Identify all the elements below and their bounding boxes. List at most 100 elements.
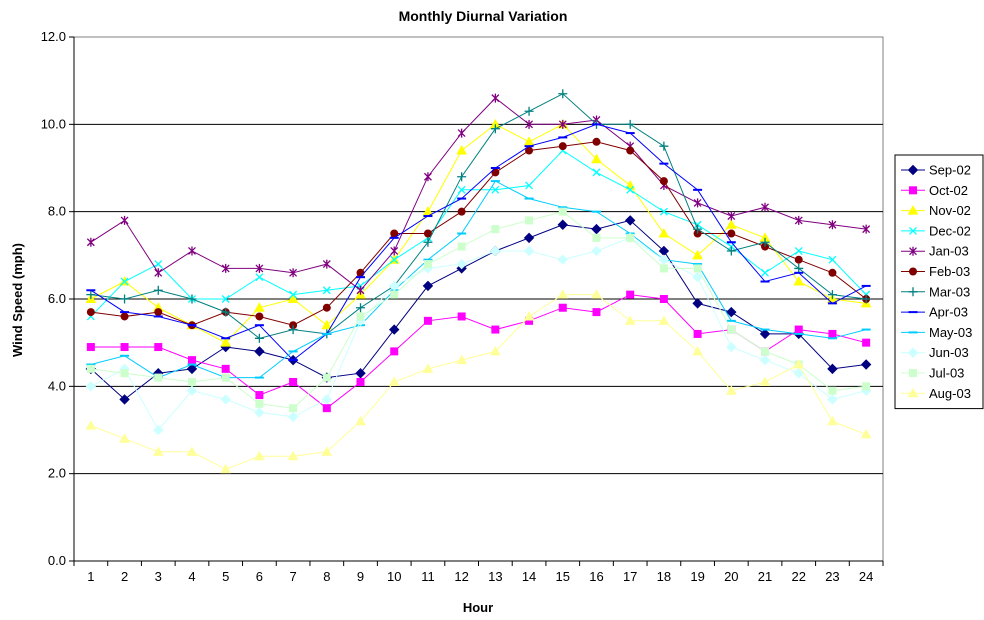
data-point-nov-02 [692,249,703,260]
legend-label: Sep-02 [929,163,971,178]
data-point-jul-03 [221,373,230,382]
data-point-jun-03 [523,245,535,257]
x-tick-label: 14 [522,569,536,584]
data-point-oct-02 [221,364,230,373]
data-point-jul-03 [154,373,163,382]
data-point-jul-03 [120,369,129,378]
data-point-jun-03 [254,407,265,418]
series-line-may-03 [90,180,867,379]
x-tick-label: 8 [323,569,330,584]
data-point-jan-03 [255,263,264,273]
legend-label: Jul-03 [929,366,964,381]
data-point-jan-03 [86,237,95,247]
data-point-dec-02 [322,286,331,295]
data-point-jan-03 [761,202,769,212]
data-point-jan-03 [390,246,399,256]
data-point-oct-02 [187,356,196,365]
data-point-jun-03 [490,245,501,257]
data-point-mar-03 [120,294,130,304]
x-tick-label: 23 [825,569,839,584]
data-point-mar-03 [221,307,231,317]
data-point-aug-03 [860,428,872,439]
x-tick-label: 10 [387,569,401,584]
data-point-aug-03 [422,363,434,373]
legend-marker [907,164,919,176]
series-line-nov-02 [90,123,867,344]
legend-marker [909,226,917,235]
data-point-sep-02 [759,328,771,340]
data-point-jun-03 [85,381,97,392]
data-point-nov-02 [321,319,333,330]
data-point-feb-03 [255,312,264,321]
data-point-jul-03 [322,373,331,382]
data-point-aug-03 [85,420,97,430]
data-point-jun-03 [321,394,333,405]
data-point-feb-03 [154,308,163,317]
data-point-feb-03 [356,268,365,277]
x-tick-label: 9 [357,569,364,584]
x-tick-label: 16 [589,569,603,584]
data-point-jan-03 [154,268,163,278]
legend-item: Jul-03 [901,366,964,381]
data-point-jan-03 [862,224,871,234]
data-point-sep-02 [254,346,265,357]
data-point-aug-03 [388,376,400,386]
legend-marker [909,186,917,195]
x-tick-label: 22 [791,569,805,584]
x-tick-label: 2 [121,569,128,584]
data-point-aug-03 [489,345,501,356]
data-point-jun-03 [759,354,771,366]
data-point-jul-03 [457,242,466,251]
data-point-mar-03 [794,263,804,273]
series-line-jun-03 [90,237,867,431]
series-line-mar-03 [90,93,867,339]
data-point-jul-03 [558,207,567,216]
data-point-oct-02 [862,338,871,347]
series-line-jul-03 [90,211,867,409]
series-line-feb-03 [90,141,867,326]
data-point-jul-03 [423,260,432,269]
x-axis-title: Hour [463,600,493,615]
data-point-feb-03 [457,207,466,216]
legend-marker [909,369,917,377]
data-point-dec-02 [255,273,264,282]
x-tick-label: 5 [222,569,229,584]
legend-item: Oct-02 [901,183,968,198]
legend-marker [908,287,918,297]
series-aug-03 [85,289,872,474]
data-point-aug-03 [456,354,468,365]
data-point-dec-02 [289,290,298,299]
legend-marker [909,246,917,256]
data-point-oct-02 [154,343,163,352]
data-point-jul-03 [289,404,298,413]
data-point-jan-03 [423,172,432,182]
data-point-mar-03 [86,290,96,300]
series-jun-03 [85,232,872,436]
data-point-mar-03 [726,246,736,256]
legend-item: Sep-02 [901,163,971,178]
data-point-jul-03 [828,386,837,395]
data-point-jan-03 [289,268,298,278]
legend-label: Oct-02 [929,183,968,198]
data-point-aug-03 [591,289,602,299]
data-point-jan-03 [221,263,230,273]
data-point-mar-03 [356,303,366,313]
data-point-oct-02 [457,312,466,321]
data-point-jan-03 [188,246,196,256]
series-line-aug-03 [90,294,867,470]
data-point-jun-03 [153,424,164,436]
data-point-feb-03 [592,137,601,146]
data-point-aug-03 [557,289,569,299]
legend-item: Dec-02 [901,223,971,238]
data-point-jun-03 [827,394,838,405]
data-point-oct-02 [120,343,129,352]
data-point-aug-03 [658,315,670,325]
data-point-oct-02 [423,316,432,325]
data-point-dec-02 [659,207,668,216]
data-point-jul-03 [86,364,95,373]
x-tick-label: 6 [256,569,263,584]
data-point-jun-03 [793,368,804,379]
data-point-aug-03 [725,385,737,395]
legend-label: Aug-03 [929,386,971,401]
y-tick-label: 10.0 [41,116,66,131]
